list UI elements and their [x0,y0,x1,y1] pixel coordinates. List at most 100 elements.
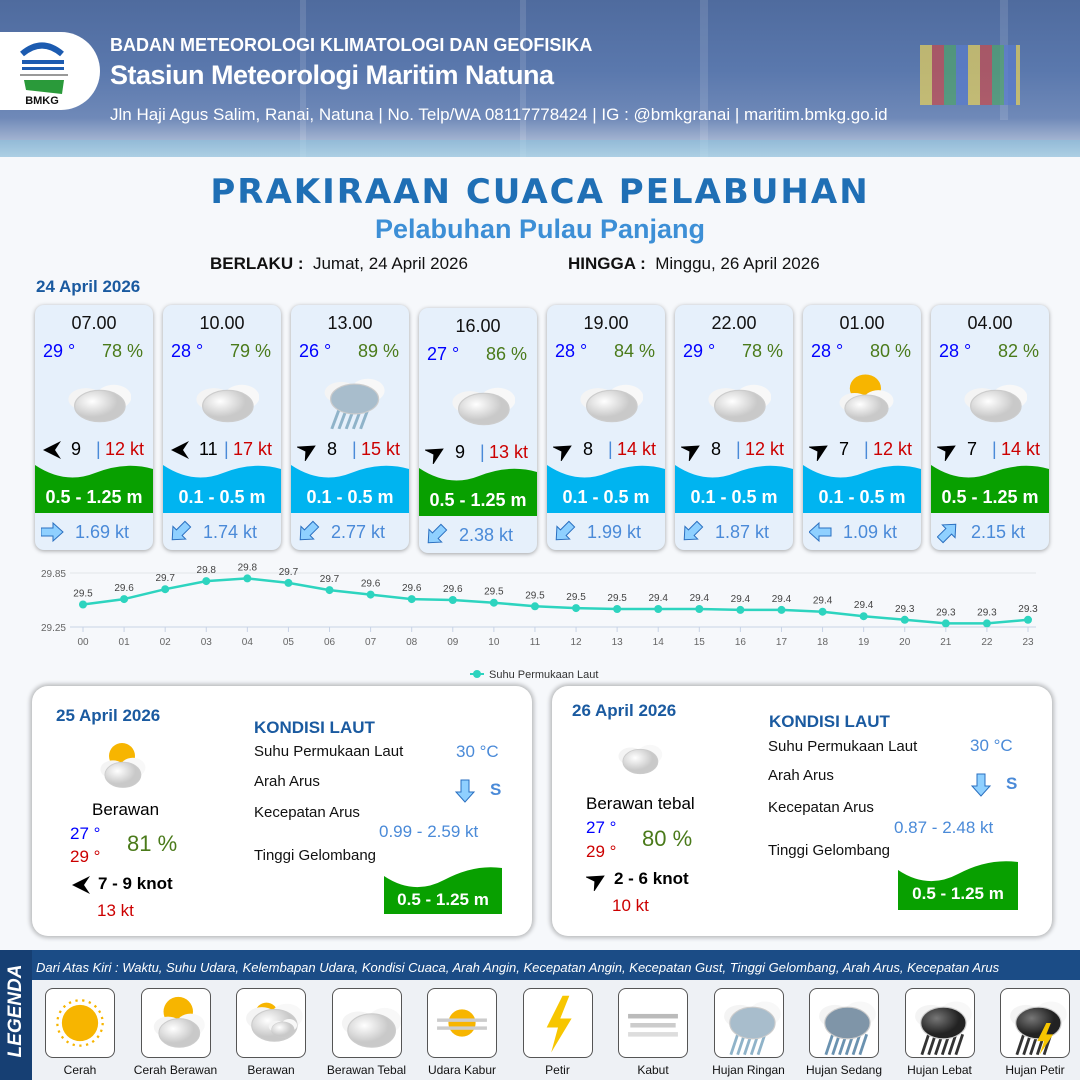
forecast-card: 01.00 28 ° 80 % 7 | 12 kt 0.1 - 0.5 m 1.… [803,305,921,550]
current-speed-label: Kecepatan Arus [254,804,360,821]
hujan-sedang-icon [819,1001,876,1056]
wind-direction-icon [425,448,444,464]
petir-icon [546,995,572,1053]
air-temperature: 28 ° [171,341,204,361]
legend-cerah [45,988,115,1058]
gust-speed: 12 kt [105,439,145,459]
legend-label: Hujan Ringan [712,1063,785,1077]
wave-label: Tinggi Gelombang [768,842,891,859]
data-point [859,612,868,621]
berawan-tebal-weather-icon [68,384,131,423]
data-point [572,604,581,613]
legend: LEGENDA Dari Atas Kiri : Waktu, Suhu Uda… [0,950,1080,1080]
forecast-card: 13.00 26 ° 89 % 8 | 15 kt 0.1 - 0.5 m 2.… [291,305,409,550]
current-info: 1.09 kt [809,519,919,545]
data-label: 29.3 [977,607,997,618]
wave-graphic [547,465,665,513]
forecast-card: 19.00 28 ° 84 % 8 | 14 kt 0.1 - 0.5 m 1.… [547,305,665,550]
gust-speed: 13 kt [489,442,529,462]
air-temperature: 29 ° [43,341,76,361]
legend-hujan-petir [1000,988,1070,1058]
data-point [1024,615,1032,624]
x-tick-label: 22 [981,637,993,648]
day2-wind: 7 - 9 knot [98,874,173,893]
forecast-time: 07.00 [71,313,117,333]
gust-speed: 12 kt [873,439,913,459]
x-tick-label: 20 [899,637,911,648]
sst-chart: 29.85 29.25 29.5 00 29.6 01 29.7 02 29.8 03 29.8 04… [41,562,1038,681]
day1-date: 24 April 2026 [36,277,141,296]
gust-speed: 12 kt [745,439,785,459]
current-direction-icon [427,523,448,544]
gust-speed: 15 kt [361,439,401,459]
forecast-card: 22.00 29 ° 78 % 8 | 12 kt 0.1 - 0.5 m 1.… [675,305,793,550]
current-speed: 2.38 kt [459,525,514,545]
current-speed-label: Kecepatan Arus [768,799,874,816]
data-label: 29.5 [607,593,627,604]
humidity: 78 % [101,341,143,361]
legend-hujan-lebat [904,988,975,1058]
legend-label: Hujan Petir [1005,1063,1065,1077]
current-info: 1.99 kt [553,519,663,545]
wind-info: 8 | 12 kt [681,439,791,461]
data-point [284,578,293,587]
wave-height: 0.1 - 0.5 m [690,487,778,507]
wind-direction-icon [681,445,700,461]
data-label: 29.3 [936,607,956,618]
wave-graphic [291,465,409,513]
wave-height: 0.5 - 1.25 m [429,490,527,510]
wind-speed: 8 [583,439,594,459]
hujan-ringan-icon [723,1001,781,1056]
wind-speed: 9 [455,442,466,462]
forecast-card: 04.00 28 ° 82 % 7 | 14 kt 0.5 - 1.25 m 2… [931,305,1049,550]
wind-direction-icon [553,445,572,461]
data-point [530,602,539,611]
current-speed: 2.77 kt [331,522,386,542]
x-tick-label: 07 [365,637,377,648]
forecast-time: 16.00 [455,316,501,336]
air-temperature: 27 ° [427,344,460,364]
current-dir-value: S [1006,774,1018,793]
legend-hujan-sedang [809,988,879,1058]
hujan-ringan-weather-icon [324,378,385,430]
current-speed-value: 0.87 - 2.48 kt [894,818,994,837]
x-tick-label: 19 [858,637,870,648]
data-point [366,590,375,599]
wind-direction-icon [72,876,90,894]
day2-gust: 13 kt [97,901,134,920]
legend-description: Dari Atas Kiri : Waktu, Suhu Udara, Kele… [36,960,1000,975]
data-label: 29.3 [1018,604,1038,615]
data-point [202,577,211,586]
x-tick-label: 05 [283,637,295,648]
wind-direction-icon [43,441,61,459]
current-dir-label: Arah Arus [254,773,320,790]
cerah-berawan-weather-icon [839,374,894,423]
humidity: 86 % [485,344,527,364]
day2-date: 25 April 2026 [56,706,161,725]
wind-info: 9 | 13 kt [425,442,535,464]
current-speed: 1.09 kt [843,522,898,542]
wind-info: 8 | 15 kt [297,439,407,461]
wave-height: 0.1 - 0.5 m [178,487,266,507]
data-point [489,598,498,607]
wave-label: Tinggi Gelombang [254,847,377,864]
legend-label: Berawan Tebal [326,1063,407,1077]
berawan-tebal-weather-icon [708,384,771,423]
wind-speed: 8 [327,439,338,459]
day3-gust: 10 kt [612,896,649,915]
current-speed: 1.69 kt [75,522,130,542]
wind-direction-icon [297,445,316,461]
day3-condition: Berawan tebal [586,794,695,813]
sst-label: Suhu Permukaan Laut [768,738,918,755]
legend-cerah-berawan [140,988,211,1058]
data-label: 29.4 [813,596,833,607]
berawan-tebal-weather-icon [964,384,1027,423]
data-point [161,585,170,594]
wave-graphic [163,465,281,513]
wave-graphic [931,465,1049,513]
data-label: 29.7 [279,567,299,578]
x-tick-label: 10 [488,637,500,648]
legend-title: LEGENDA [5,964,26,1058]
wave-graphic [803,465,921,513]
contact-info: Jln Haji Agus Salim, Ranai, Natuna | No.… [110,105,888,124]
